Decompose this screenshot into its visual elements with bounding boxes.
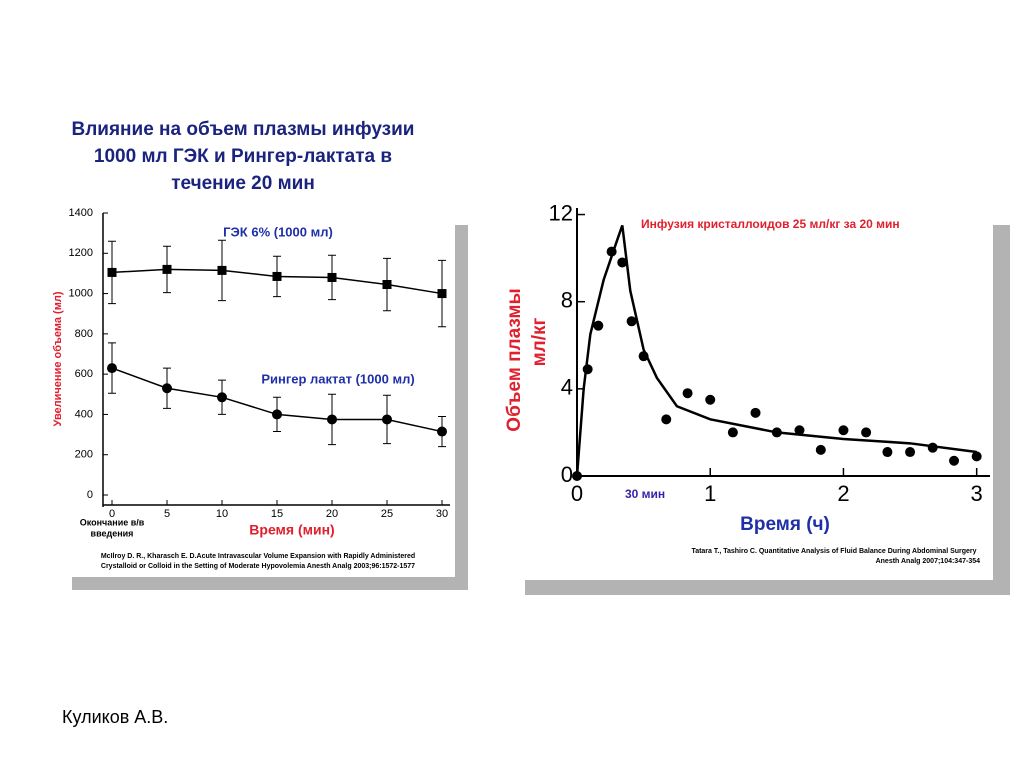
y-tick-label: 600 <box>75 368 93 380</box>
x-tick-label: 10 <box>216 508 228 520</box>
y-tick-label: 1200 <box>69 247 93 259</box>
y-tick-label: 200 <box>75 449 93 461</box>
x-tick-label: 3 <box>971 481 983 506</box>
source: Crystalloid or Colloid in the Setting of… <box>101 563 415 570</box>
y-tick-label: 1000 <box>69 287 93 299</box>
y-tick-label: 0 <box>87 489 93 501</box>
source: Tatara T., Tashiro C. Quantitative Analy… <box>691 548 976 555</box>
annotation: Окончание в/в <box>80 517 145 527</box>
marker <box>217 392 227 403</box>
data-point <box>617 257 628 268</box>
marker <box>437 289 447 299</box>
x-tick-label: 0 <box>571 481 583 506</box>
x-tick-label: 2 <box>837 481 849 506</box>
annotation: 30 мин <box>625 487 665 501</box>
slide-title: 1000 мл ГЭК и Рингер-лактата в <box>94 146 392 167</box>
data-point <box>971 451 982 462</box>
panel <box>515 203 993 580</box>
source: McIlroy D. R., Kharasch E. D.Acute Intra… <box>101 553 415 560</box>
data-point <box>882 447 893 458</box>
y-tick-label: 400 <box>75 408 93 420</box>
x-tick-label: 25 <box>381 508 393 520</box>
data-point <box>705 394 716 405</box>
data-point <box>661 414 672 425</box>
series-label: ГЭК 6% (1000 мл) <box>223 224 333 239</box>
data-point <box>682 388 693 399</box>
marker <box>327 272 337 282</box>
data-point <box>949 455 960 466</box>
y-tick-label: 4 <box>561 375 573 400</box>
x-axis-label: Время (ч) <box>740 514 830 535</box>
source: Anesth Analg 2007;104:347-354 <box>876 558 981 565</box>
x-tick-label: 20 <box>326 508 338 520</box>
series-label: Рингер лактат (1000 мл) <box>261 371 414 386</box>
x-tick-label: 30 <box>436 508 448 520</box>
x-axis-label: Время (мин) <box>249 522 334 538</box>
slide-title: Влияние на объем плазмы инфузии <box>71 119 414 140</box>
data-point <box>815 444 826 455</box>
fit-curve <box>575 225 977 477</box>
y-tick-label: 12 <box>549 200 573 225</box>
marker <box>162 264 172 274</box>
marker <box>272 271 282 281</box>
y-tick-label: 1400 <box>69 207 93 219</box>
y-axis-label: мл/кг <box>529 318 550 367</box>
author: Куликов А.В. <box>62 707 168 727</box>
data-point <box>838 425 849 436</box>
marker <box>107 267 117 277</box>
annotation: Инфузия кристаллоидов 25 мл/кг за 20 мин <box>641 217 900 231</box>
data-point <box>727 427 738 438</box>
annotation: введения <box>91 528 134 538</box>
marker <box>327 414 337 425</box>
marker <box>382 280 392 290</box>
data-point <box>794 425 805 436</box>
data-point <box>861 427 872 438</box>
y-tick-label: 8 <box>561 288 573 313</box>
marker <box>272 409 282 420</box>
y-axis-label: Увеличение объема (мл) <box>52 291 64 426</box>
y-tick-label: 0 <box>561 462 573 487</box>
marker <box>107 363 117 374</box>
marker <box>217 265 227 275</box>
marker <box>437 426 447 437</box>
x-tick-label: 0 <box>109 508 115 520</box>
marker <box>162 383 172 394</box>
x-tick-label: 15 <box>271 508 283 520</box>
x-tick-label: 1 <box>704 481 716 506</box>
marker <box>382 414 392 425</box>
data-point <box>905 447 916 458</box>
x-tick-label: 5 <box>164 508 170 520</box>
y-tick-label: 800 <box>75 328 93 340</box>
data-point <box>750 407 761 418</box>
slide-title: течение 20 мин <box>171 173 315 194</box>
y-axis-label: Объем плазмы <box>504 288 525 431</box>
data-point <box>626 316 637 327</box>
data-point <box>593 320 604 331</box>
panel <box>62 203 455 577</box>
